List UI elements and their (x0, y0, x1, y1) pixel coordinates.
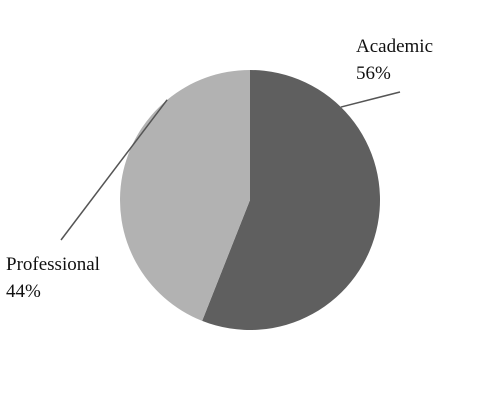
slice-label-academic-value: 56% (356, 63, 391, 84)
slice-label-professional: Professional 44% (6, 254, 100, 302)
leader-line-professional (60, 99, 168, 241)
slice-label-academic-name: Academic (356, 36, 433, 57)
pie-slices (119, 70, 380, 330)
leader-lines (60, 91, 401, 241)
slice-label-professional-value: 44% (6, 281, 41, 302)
pie-slice-professional (119, 70, 250, 321)
pie-slice-academic (202, 70, 380, 330)
leader-line-academic (340, 91, 401, 108)
slice-label-professional-name: Professional (6, 254, 100, 275)
slice-label-academic: Academic 56% (356, 36, 433, 84)
